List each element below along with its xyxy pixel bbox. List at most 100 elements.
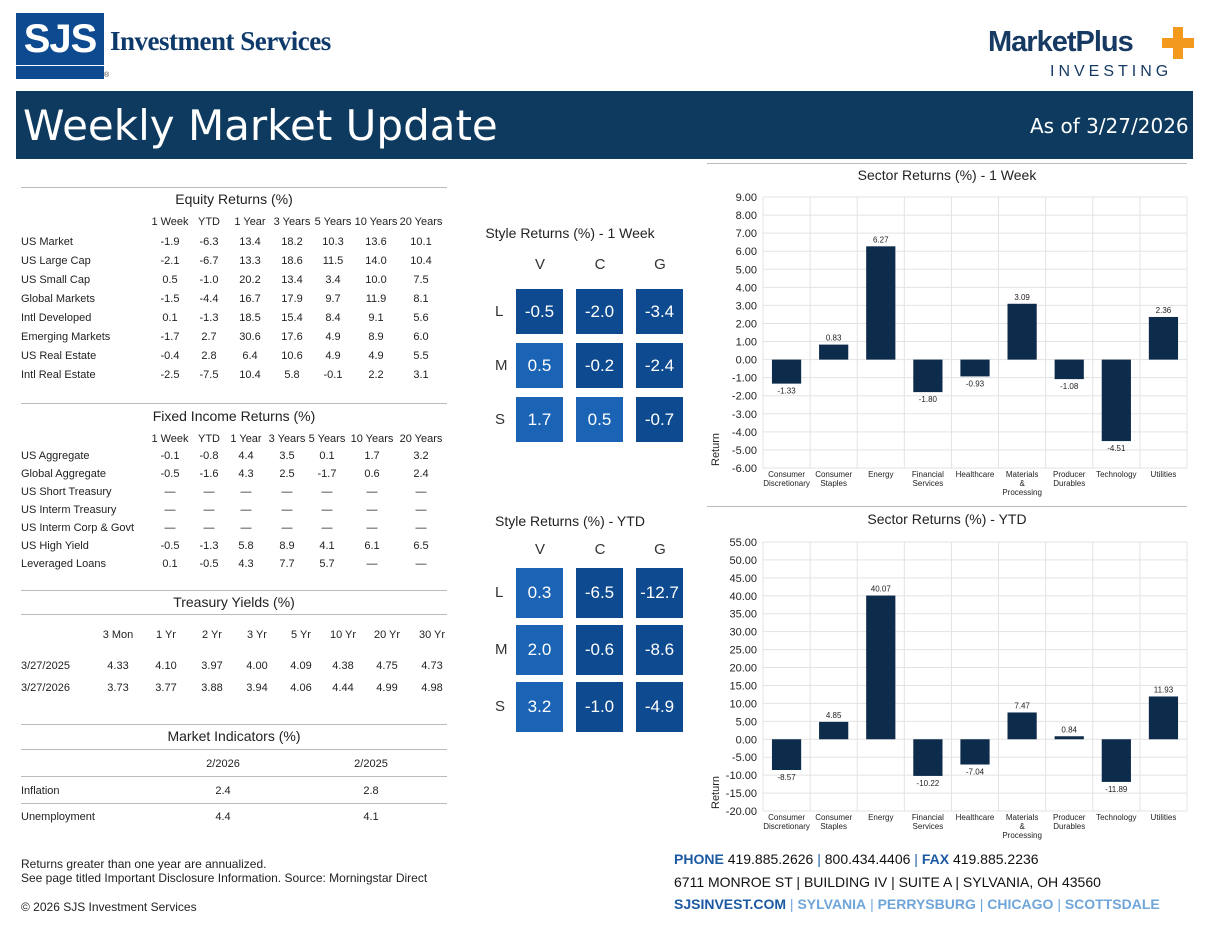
equity-cell: -0.1 bbox=[323, 369, 343, 381]
equity-cell: 6.0 bbox=[413, 331, 429, 343]
footnote-disclosure: See page titled Important Disclosure Inf… bbox=[21, 871, 428, 885]
bar bbox=[913, 359, 943, 393]
equity-cell: 4.9 bbox=[325, 331, 341, 343]
phone-number-2[interactable]: 800.434.4406 bbox=[824, 851, 911, 867]
style_ytd-col-label: G bbox=[654, 541, 666, 558]
equity-cell: 18.6 bbox=[281, 255, 303, 267]
website-link[interactable]: SJSINVEST.COM bbox=[674, 896, 787, 912]
fixed-cell: — bbox=[415, 486, 427, 498]
y-tick-label: 1.00 bbox=[736, 337, 757, 349]
bar bbox=[1101, 739, 1131, 782]
y-tick-label: -2.00 bbox=[732, 391, 757, 403]
sjs-logo-stripe bbox=[16, 66, 104, 79]
fixed-cell: — bbox=[240, 486, 252, 498]
fixed-row-label: US Aggregate bbox=[21, 450, 90, 462]
y-axis-label: Return bbox=[710, 433, 722, 466]
equity-cell: 9.7 bbox=[325, 293, 341, 305]
indicators-cell: 2.4 bbox=[215, 785, 231, 797]
y-tick-label: 0.00 bbox=[736, 734, 757, 746]
equity-title: Equity Returns (%) bbox=[175, 191, 293, 207]
equity-col-header: YTD bbox=[198, 216, 220, 228]
bar bbox=[866, 595, 896, 740]
equity-row-label: Emerging Markets bbox=[21, 331, 111, 343]
bar bbox=[1054, 736, 1084, 740]
bar bbox=[771, 359, 802, 384]
y-tick-label: -6.00 bbox=[732, 463, 757, 475]
divider bbox=[21, 803, 447, 804]
equity-cell: -0.4 bbox=[160, 350, 180, 362]
x-tick-label: Consumer Discretionary bbox=[763, 813, 810, 831]
equity-cell: -2.1 bbox=[160, 255, 180, 267]
fixed-cell: -0.5 bbox=[199, 558, 219, 570]
y-tick-label: 0.00 bbox=[736, 355, 757, 367]
fixed-cell: — bbox=[164, 504, 176, 516]
company-name: Investment Services bbox=[110, 26, 331, 56]
divider bbox=[21, 590, 447, 591]
style_week-cell: -0.2 bbox=[576, 343, 623, 388]
fixed-cell: — bbox=[240, 504, 252, 516]
as-of-date: As of 3/27/2026 bbox=[1030, 114, 1189, 138]
y-tick-label: 3.00 bbox=[736, 300, 757, 312]
bar bbox=[913, 739, 943, 776]
divider bbox=[21, 776, 447, 777]
x-tick-label: Consumer Discretionary bbox=[763, 470, 810, 488]
fixed-row-label: US Interm Corp & Govt bbox=[21, 522, 135, 534]
data-label: -8.57 bbox=[777, 773, 796, 782]
equity-row-label: US Large Cap bbox=[21, 255, 91, 267]
treasury-cell: 4.09 bbox=[290, 660, 312, 672]
data-label: 0.83 bbox=[826, 334, 842, 343]
data-label: -1.33 bbox=[777, 387, 796, 396]
fixed-row-label: US High Yield bbox=[21, 540, 89, 552]
equity-cell: 7.5 bbox=[413, 274, 429, 286]
treasury-col-header: 3 Mon bbox=[102, 629, 134, 641]
equity-col-header: 5 Years bbox=[314, 216, 352, 228]
style_week-cell: -0.7 bbox=[636, 397, 683, 442]
phone-number[interactable]: 419.885.2626 bbox=[727, 851, 814, 867]
fixed-cell: 0.1 bbox=[162, 558, 178, 570]
bar bbox=[819, 721, 849, 740]
equity-cell: 13.6 bbox=[365, 236, 387, 248]
fixed-cell: 0.1 bbox=[319, 450, 335, 462]
equity-row-label: Intl Developed bbox=[21, 312, 92, 324]
equity-cell: 18.5 bbox=[239, 312, 261, 324]
city-scottsdale[interactable]: SCOTTSDALE bbox=[1064, 896, 1160, 912]
equity-cell: 5.5 bbox=[413, 350, 429, 362]
equity-cell: 16.7 bbox=[239, 293, 261, 305]
fixed-col-header: 20 Years bbox=[399, 433, 443, 445]
data-label: 7.47 bbox=[1014, 701, 1030, 710]
y-tick-label: 20.00 bbox=[729, 663, 757, 675]
city-sylvania[interactable]: SYLVANIA bbox=[797, 896, 867, 912]
equity-row-label: US Small Cap bbox=[21, 274, 91, 286]
divider bbox=[21, 403, 447, 404]
bar bbox=[771, 739, 802, 771]
treasury-cell: 3.94 bbox=[246, 682, 268, 694]
y-tick-label: 8.00 bbox=[736, 210, 757, 222]
equity-cell: 0.1 bbox=[162, 312, 178, 324]
fixed-cell: — bbox=[164, 522, 176, 534]
city-perrysburg[interactable]: PERRYSBURG bbox=[877, 896, 976, 912]
style_ytd-row-label: S bbox=[495, 698, 506, 715]
equity-cell: 10.4 bbox=[239, 369, 261, 381]
style_week-cell: 1.7 bbox=[516, 397, 563, 442]
x-tick-label: Materials & Processing bbox=[1002, 470, 1042, 497]
bar bbox=[960, 739, 990, 765]
equity-cell: 6.4 bbox=[242, 350, 258, 362]
equity-cell: 11.9 bbox=[365, 293, 387, 305]
equity-cell: -4.4 bbox=[199, 293, 219, 305]
x-tick-label: Utilities bbox=[1151, 470, 1177, 479]
fixed-cell: -1.6 bbox=[199, 468, 219, 480]
equity-col-header: 3 Years bbox=[273, 216, 311, 228]
indicators-row-label: Inflation bbox=[21, 785, 60, 797]
equity-cell: -1.3 bbox=[199, 312, 219, 324]
y-tick-label: -10.00 bbox=[726, 770, 757, 782]
indicators-cell: 4.4 bbox=[215, 811, 231, 823]
equity-cell: 4.9 bbox=[368, 350, 384, 362]
equity-cell: 8.1 bbox=[413, 293, 429, 305]
chart-week-title: Sector Returns (%) - 1 Week bbox=[857, 167, 1037, 183]
fixed-cell: — bbox=[366, 558, 378, 570]
x-tick-label: Financial Services bbox=[912, 813, 944, 831]
y-tick-label: 25.00 bbox=[729, 645, 757, 657]
data-label: 3.09 bbox=[1014, 293, 1030, 302]
city-chicago[interactable]: CHICAGO bbox=[987, 896, 1054, 912]
data-label: -1.08 bbox=[1060, 382, 1079, 391]
